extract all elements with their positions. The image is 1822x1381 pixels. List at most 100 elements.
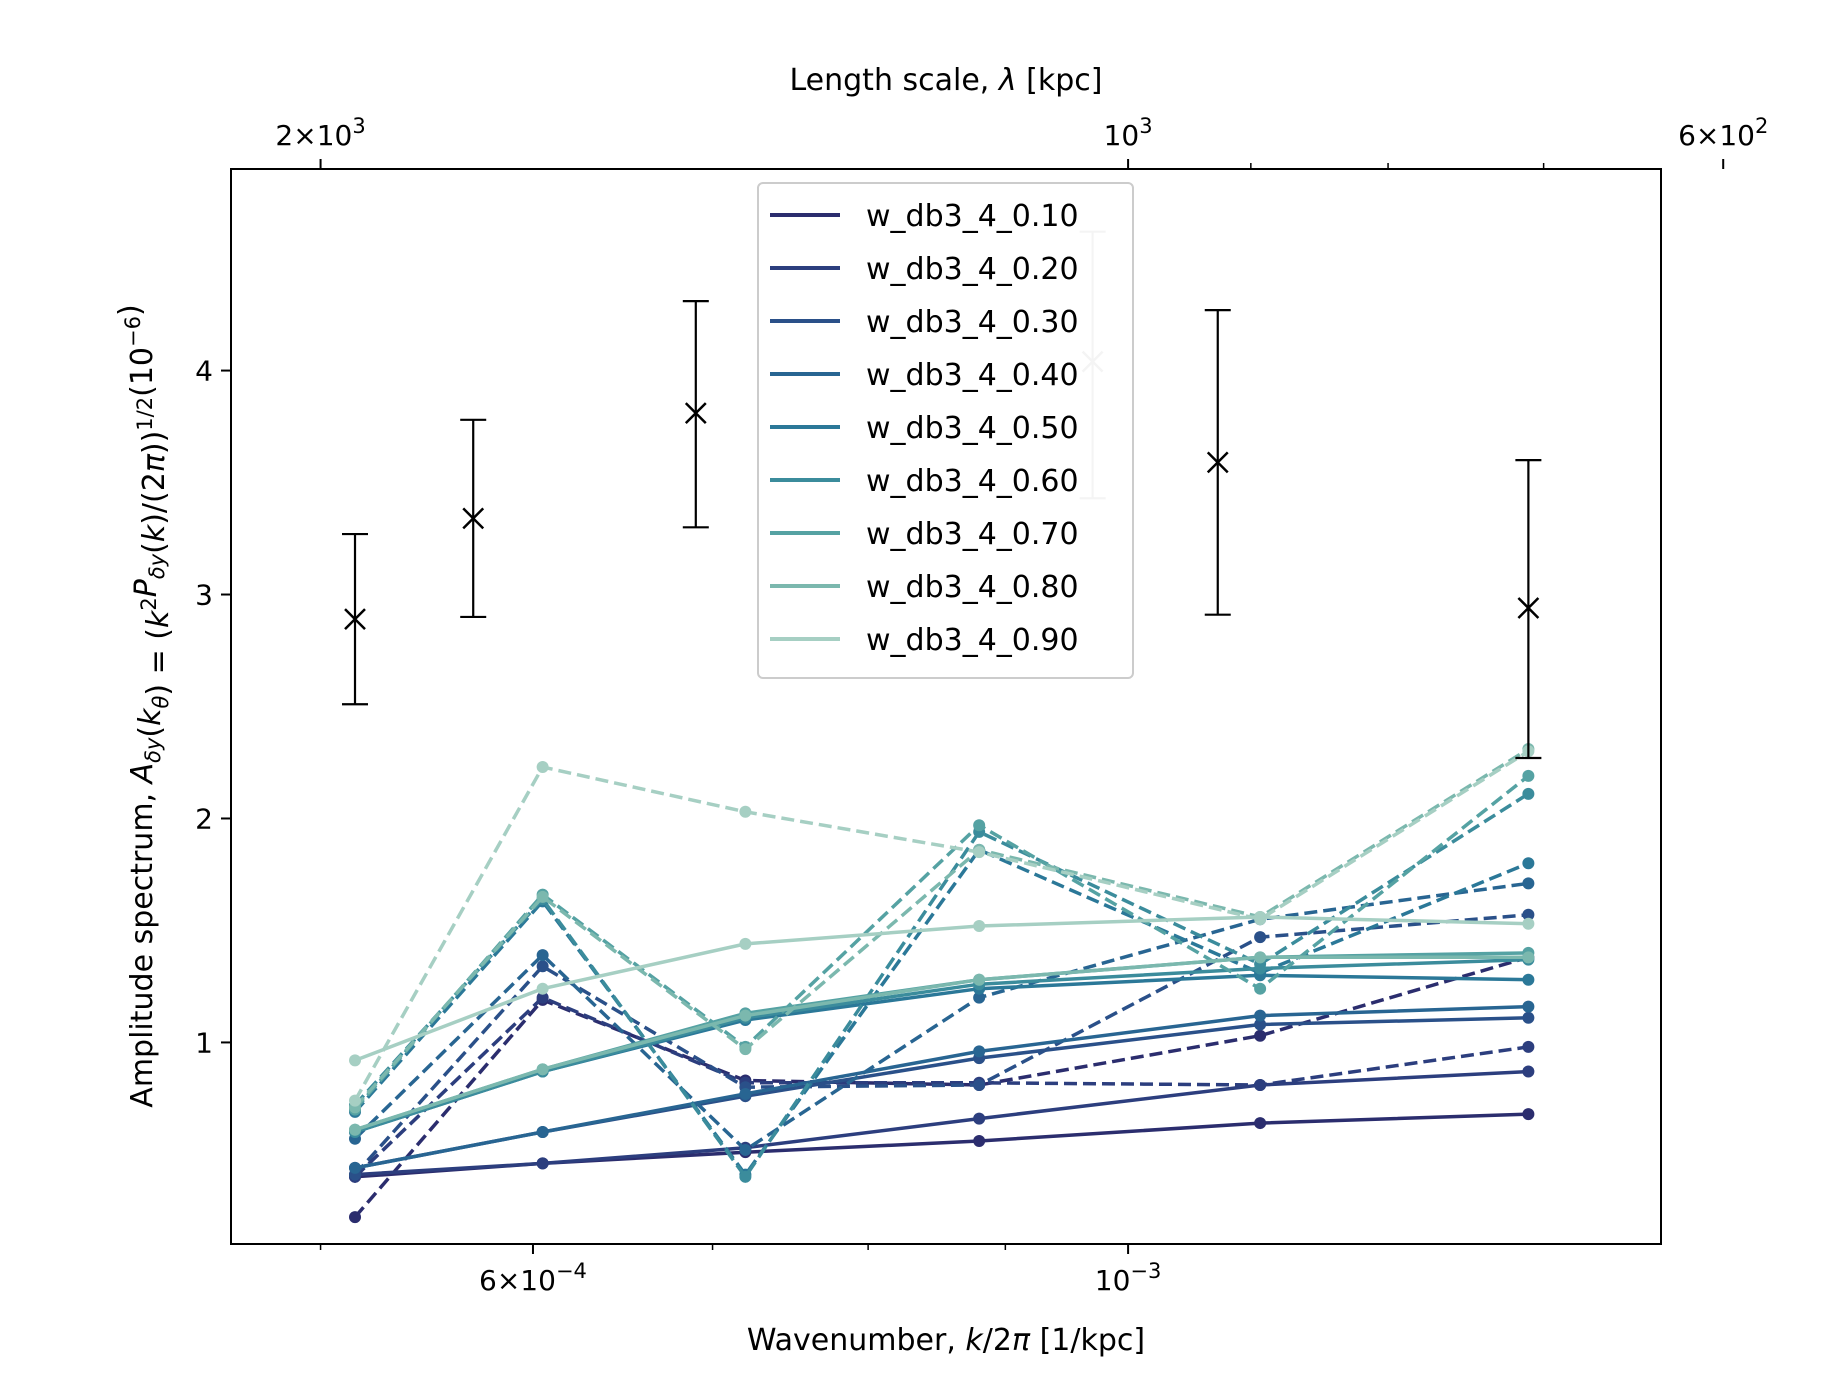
series-solid-point [973,1112,986,1125]
series-solid-point [973,1045,986,1058]
series-solid-line [354,1004,1529,1170]
observation [1515,459,1542,760]
series-solid-point [1254,1009,1267,1022]
series-solid-point [349,1054,362,1067]
observation [682,300,709,529]
legend-label: w_db3_4_0.10 [866,199,1079,234]
legend-item: w_db3_4_0.50 [770,411,1079,446]
series-solid-point [973,919,986,932]
legend-item: w_db3_4_0.30 [770,305,1079,340]
y-tick-label: 2 [195,802,213,835]
series-dashed-point [973,846,986,859]
legend-label: w_db3_4_0.90 [866,623,1079,658]
series-solid-point [536,1126,549,1139]
series-dashed-point [973,991,986,1004]
legend-label: w_db3_4_0.70 [866,517,1079,552]
observation-marker [684,402,707,424]
series-dashed-point [1522,1040,1535,1053]
series-dashed-point [739,1043,752,1056]
series-solid-point [1254,911,1267,924]
legend-label: w_db3_4_0.40 [866,358,1079,393]
legend-item: w_db3_4_0.60 [770,464,1079,499]
legend-item: w_db3_4_0.40 [770,358,1079,393]
series-solid-point [1522,973,1535,986]
series-dashed-point [536,949,549,962]
series-solid-point [1254,1078,1267,1091]
x-axis-title: Wavenumber, k/2π [1/kpc] [747,1323,1145,1358]
series-dashed-point [973,819,986,832]
legend-label: w_db3_4_0.60 [866,464,1079,499]
y-tick-label: 1 [195,1026,213,1059]
top-x-axis-title: Length scale, λ [kpc] [789,63,1102,98]
observation-marker [1517,597,1540,619]
series-solid-point [1522,1065,1535,1078]
legend-item: w_db3_4_0.90 [770,623,1079,658]
series-solid-point [536,982,549,995]
series-dashed-line [353,995,1529,1179]
series-solid-point [1522,917,1535,930]
series-dashed-point [536,960,549,973]
series-dashed-point [349,1094,362,1107]
series-solid-point [1254,1117,1267,1130]
series-solid-line [354,1069,1529,1177]
series-solid-point [739,1087,752,1100]
legend-label: w_db3_4_0.80 [866,570,1079,605]
series-dashed-point [1522,769,1535,782]
legend-box [757,182,1134,679]
plot-data-layer [349,743,1535,1224]
series-solid-point [536,1157,549,1170]
series-solid-point [536,1063,549,1076]
legend-item: w_db3_4_0.10 [770,199,1079,234]
legend-item: w_db3_4_0.70 [770,517,1079,552]
series-dashed-point [536,890,549,903]
legend-item: w_db3_4_0.20 [770,252,1079,287]
series-dashed-line [353,749,1530,1102]
x2-tick-label: 2×103 [275,114,365,152]
series-solid-line [354,915,1529,1063]
series-dashed-point [1254,982,1267,995]
series-solid-point [739,1009,752,1022]
series-solid-point [1254,951,1267,964]
observation-marker [1206,451,1229,474]
series-solid-point [1522,951,1535,964]
series-solid-point [1254,1018,1267,1031]
observation [342,532,369,706]
series-dashed-point [536,760,549,773]
series-solid-line [354,957,1529,1134]
series-solid-point [973,973,986,986]
series-solid-line [354,955,1529,1132]
legend-item: w_db3_4_0.80 [770,570,1079,605]
series-solid-point [349,1161,362,1174]
observation-marker [344,608,366,631]
observation [1204,308,1231,616]
x2-tick-label: 6×102 [1678,114,1768,152]
series-solid-point [1522,1011,1535,1024]
legend-label: w_db3_4_0.30 [866,305,1079,340]
series-solid-point [1522,1108,1535,1121]
observation-marker [462,507,485,530]
series-dashed-point [1522,877,1535,890]
series-solid-point [973,1134,986,1147]
y-tick-label: 3 [195,579,213,612]
legend-label: w_db3_4_0.20 [866,252,1079,287]
series-solid-point [349,1123,362,1136]
legend: w_db3_4_0.10 w_db3_4_0.20 w_db3_4_0.30 w_db… [757,182,1134,679]
series-dashed-point [739,805,752,818]
series-dashed-point [1254,1029,1267,1042]
series-solid-point [1522,1000,1535,1013]
observation [460,418,487,619]
series-dashed-point [739,1143,752,1156]
series-dashed-point [349,1211,362,1224]
series-dashed-point [1522,787,1535,800]
series-solid-point [1254,962,1267,975]
series-dashed-point [973,1078,986,1091]
series-dashed-point [536,991,549,1004]
plot-frame [230,168,1662,1245]
series-w_db3_4_0.90 [349,745,1535,1107]
series-dashed-line [353,747,1530,1109]
series-dashed-line [353,881,1529,1153]
series-dashed-point [739,1170,752,1183]
series-solid-point [739,937,752,950]
series-dashed-point [1254,931,1267,944]
